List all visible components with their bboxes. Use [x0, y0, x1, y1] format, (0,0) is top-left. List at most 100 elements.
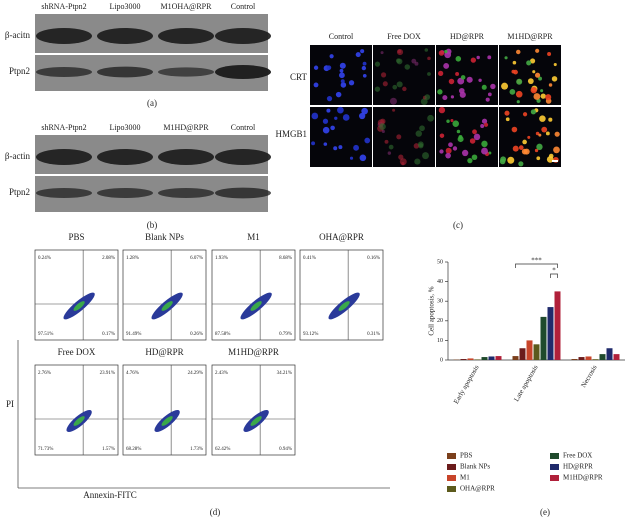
significance-bracket [550, 273, 558, 278]
plot-title: PBS [68, 232, 84, 242]
caption: (d) [210, 507, 221, 517]
cell [342, 114, 350, 121]
cell [455, 56, 462, 62]
blot-band [36, 149, 92, 165]
quadrant-percent: 0.79% [279, 332, 292, 337]
cell [515, 90, 523, 98]
blot-band [36, 188, 92, 198]
bar [519, 348, 526, 360]
cell [427, 114, 434, 122]
event-core [161, 416, 173, 426]
bar [571, 359, 578, 360]
cell [419, 125, 425, 132]
quadrant-percent: 8.68% [279, 256, 292, 261]
cell [460, 75, 466, 80]
cell [384, 139, 389, 144]
caption: (c) [453, 220, 463, 230]
cell [417, 141, 424, 148]
cell [540, 93, 546, 99]
cell [326, 108, 331, 113]
legend-swatch [447, 464, 456, 470]
cell [322, 126, 330, 134]
cell [361, 65, 367, 71]
bar [547, 307, 554, 360]
cell [445, 152, 451, 159]
cell [530, 58, 536, 64]
legend-swatch [447, 486, 456, 492]
quadrant-percent: 1.57% [102, 447, 115, 452]
cell [340, 82, 347, 88]
cell [388, 144, 394, 150]
cell [326, 95, 333, 102]
cell [481, 84, 487, 90]
cell [553, 63, 557, 67]
cell [513, 69, 518, 75]
cell [333, 146, 338, 151]
row-label: Ptpn2 [9, 66, 30, 76]
legend-label: PBS [460, 452, 473, 460]
quadrant-percent: 62.42% [215, 447, 230, 452]
quadrant-percent: 4.76% [126, 371, 139, 376]
cell [487, 92, 492, 97]
cell [374, 61, 381, 67]
plot-frame [211, 364, 296, 456]
quadrant-percent: 97.51% [38, 332, 53, 337]
x-tick-label: Late apoptosis [512, 364, 539, 403]
cell [323, 142, 328, 146]
cell [348, 80, 355, 86]
cell [404, 64, 411, 70]
cell [548, 83, 553, 87]
cell [380, 51, 384, 55]
legend-label: Free DOX [563, 452, 592, 460]
cell [411, 58, 417, 64]
cell [397, 49, 402, 54]
cell [340, 79, 345, 84]
blot-band [97, 149, 153, 165]
blot-band [158, 28, 214, 44]
quadrant-percent: 0.94% [279, 447, 292, 452]
y-tick-label: 0 [440, 357, 443, 363]
cell [481, 118, 488, 124]
column-label: Free DOX [387, 32, 421, 41]
cell [530, 86, 537, 94]
blot-band [215, 149, 271, 165]
cell [538, 133, 542, 137]
cell [505, 117, 510, 122]
cell [450, 95, 455, 99]
cell [530, 109, 536, 115]
quadrant-percent: 6.07% [190, 256, 203, 261]
cell [338, 145, 343, 150]
legend-swatch [550, 464, 559, 470]
bar [592, 359, 599, 360]
quadrant-percent: 1.93% [215, 256, 228, 261]
cell [499, 158, 506, 165]
scale-bar [552, 160, 558, 162]
quadrant-percent: 2.76% [38, 371, 51, 376]
cell [414, 158, 421, 165]
lane-label: Lipo3000 [109, 2, 140, 11]
cell [458, 134, 463, 139]
blot-band [215, 187, 271, 199]
micrograph [436, 107, 498, 167]
cell [349, 156, 354, 160]
cell [546, 156, 554, 163]
cell [359, 112, 366, 120]
plot-title: Blank NPs [145, 232, 184, 242]
quadrant-percent: 91.49% [126, 332, 141, 337]
quadrant-percent: 1.28% [126, 256, 139, 261]
quadrant-percent: 0.26% [190, 332, 203, 337]
cell [413, 143, 420, 149]
y-tick-label: 50 [437, 259, 443, 265]
bar [613, 354, 620, 360]
cell [490, 83, 496, 90]
cell [534, 72, 541, 78]
quadrant-percent: 71.73% [38, 447, 53, 452]
y-tick-label: 20 [437, 318, 443, 324]
blot-band [97, 66, 153, 78]
column-label: HD@RPR [450, 32, 485, 41]
plot-frame [34, 249, 119, 341]
lane-label: M1OHA@RPR [161, 2, 213, 11]
cell [541, 126, 548, 133]
cell [446, 119, 450, 124]
cell [422, 152, 430, 160]
